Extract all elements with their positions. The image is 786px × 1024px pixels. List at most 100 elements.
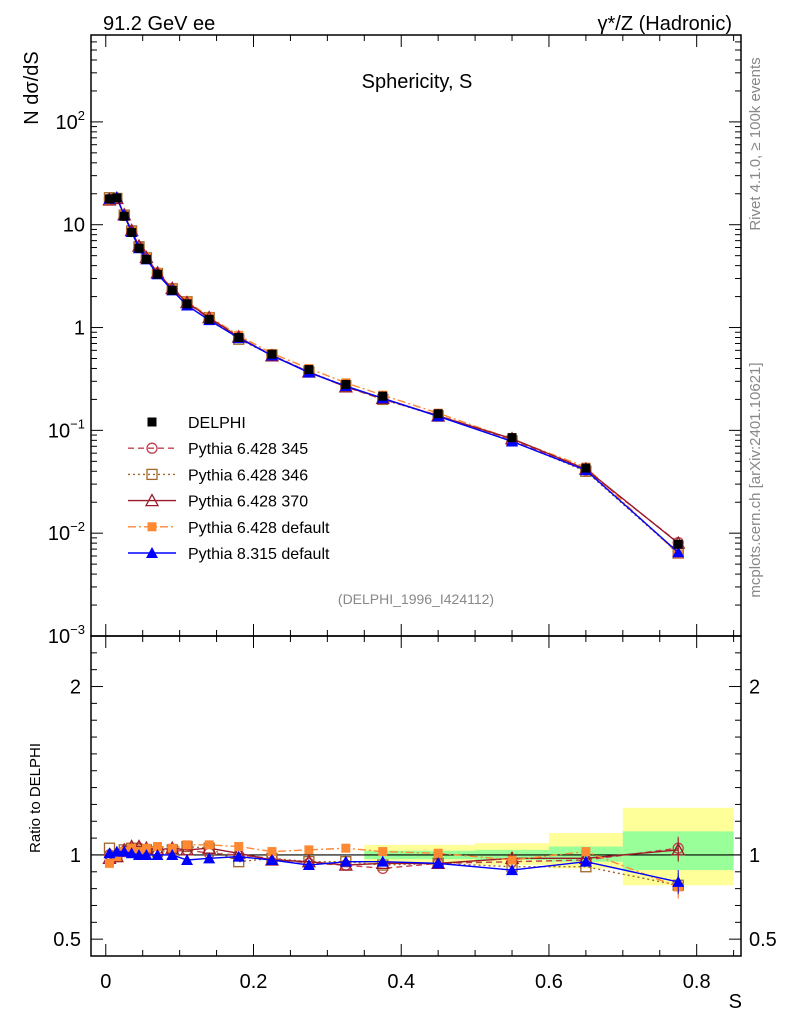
process-label: γ*/Z (Hadronic)	[598, 13, 732, 35]
ratio-point	[166, 848, 179, 860]
x-tick-label: 0.8	[683, 971, 711, 993]
ratio-point	[234, 842, 244, 852]
energy-label: 91.2 GeV ee	[103, 13, 215, 35]
ratio-point	[152, 842, 162, 852]
ratio-point	[376, 855, 389, 867]
legend-label: DELPHI	[188, 415, 246, 432]
ratio-y-tick-label: 1	[70, 845, 81, 867]
data-point	[433, 409, 443, 419]
legend: DELPHI Pythia 6.428 345 Pythia 6.428 346 Py…	[128, 415, 330, 563]
ratio-point	[265, 854, 278, 865]
data-point	[267, 349, 277, 359]
ratio-y-tick-label-right: 2	[749, 677, 760, 699]
legend-marker	[146, 547, 158, 558]
legend-label: Pythia 6.428 default	[188, 520, 330, 537]
main-panel-series	[102, 191, 686, 559]
series-data	[104, 193, 683, 549]
ratio-point	[118, 845, 131, 857]
ratio-point	[181, 854, 194, 865]
ratio-y-tick-label-right: 0.5	[749, 929, 777, 951]
ratio-point	[339, 855, 352, 867]
ratio-point	[341, 843, 351, 853]
legend-label: Pythia 6.428 370	[188, 494, 308, 511]
ratio-y-tick-label: 2	[70, 677, 81, 699]
chart-title: Sphericity, S	[362, 71, 473, 93]
legend-item: Pythia 6.428 default	[128, 520, 330, 537]
y-tick-label: 1	[74, 318, 85, 340]
ratio-point	[581, 847, 591, 857]
ratio-point	[112, 852, 122, 862]
legend-item: Pythia 6.428 345	[128, 441, 308, 458]
y-tick-label: 10	[63, 215, 85, 237]
x-tick-label: 0.2	[240, 971, 268, 993]
x-tick-label: 0	[100, 971, 111, 993]
legend-item: DELPHI	[147, 415, 246, 432]
series-line	[109, 197, 679, 544]
rivet-version-label: Rivet 4.1.0, ≥ 100k events	[747, 57, 764, 230]
legend-label: Pythia 8.315 default	[188, 546, 330, 563]
x-axis-label: S	[729, 991, 742, 1013]
ratio-point	[232, 850, 245, 862]
ratio-y-tick-label: 0.5	[53, 929, 81, 951]
data-point	[204, 314, 214, 324]
ratio-series-p8	[103, 845, 685, 894]
legend-label: Pythia 6.428 346	[188, 467, 308, 484]
data-point	[167, 285, 177, 295]
ratio-y-tick-label-right: 1	[749, 845, 760, 867]
x-tick-label: 0.6	[535, 971, 563, 993]
ratio-point	[304, 845, 314, 855]
axes: 10−3 10−2 10−1 1 10 102 0.5 0.5 1 1 2 2 0 0.2 0.4 0.6 0.…	[48, 34, 777, 993]
ratio-point	[203, 852, 216, 864]
ratio-point	[151, 848, 164, 860]
ratio-point	[507, 855, 517, 865]
data-point	[104, 194, 114, 204]
ratio-point	[432, 857, 445, 869]
analysis-reference: (DELPHI_1996_I424112)	[338, 591, 494, 607]
ratio-point	[506, 864, 519, 876]
data-point	[581, 463, 591, 473]
data-point	[234, 333, 244, 343]
ratio-point	[267, 847, 277, 857]
ratio-point	[672, 875, 685, 887]
ratio-point	[140, 848, 153, 860]
data-point	[672, 546, 685, 558]
y-tick-label: 102	[56, 108, 85, 134]
x-tick-label: 0.4	[387, 971, 415, 993]
data-point	[304, 365, 314, 375]
main-y-axis-label: N dσ/dS	[21, 51, 43, 125]
ratio-frame	[90, 635, 742, 957]
series-line	[109, 197, 679, 544]
data-point	[112, 193, 122, 203]
ratio-point	[125, 847, 138, 859]
ratio-point	[579, 855, 592, 867]
ratio-point	[141, 843, 151, 853]
ratio-panel-series	[102, 836, 686, 899]
ratio-point	[671, 842, 686, 856]
legend-label: Pythia 6.428 345	[188, 441, 308, 458]
mcplots-label: mcplots.cern.ch [arXiv:2401.10621]	[747, 362, 764, 597]
ratio-point	[104, 858, 114, 868]
y-tick-label: 10−1	[48, 416, 85, 442]
data-point	[378, 391, 388, 401]
ratio-point	[378, 847, 388, 857]
legend-item: Pythia 8.315 default	[128, 546, 330, 563]
legend-marker	[144, 493, 160, 507]
data-point	[127, 228, 137, 238]
data-point	[341, 379, 351, 389]
data-point	[673, 539, 683, 549]
legend-marker	[147, 417, 157, 427]
legend-marker	[146, 442, 158, 454]
ratio-point	[182, 840, 192, 850]
data-point	[119, 211, 129, 221]
data-point	[141, 254, 151, 264]
data-point	[152, 269, 162, 279]
data-point	[507, 433, 517, 443]
legend-item: Pythia 6.428 346	[128, 467, 308, 484]
legend-marker	[146, 468, 158, 481]
ratio-point	[167, 843, 177, 853]
ratio-point	[302, 859, 315, 871]
legend-marker	[147, 522, 157, 532]
legend-item: Pythia 6.428 370	[128, 493, 308, 511]
data-point	[182, 299, 192, 309]
